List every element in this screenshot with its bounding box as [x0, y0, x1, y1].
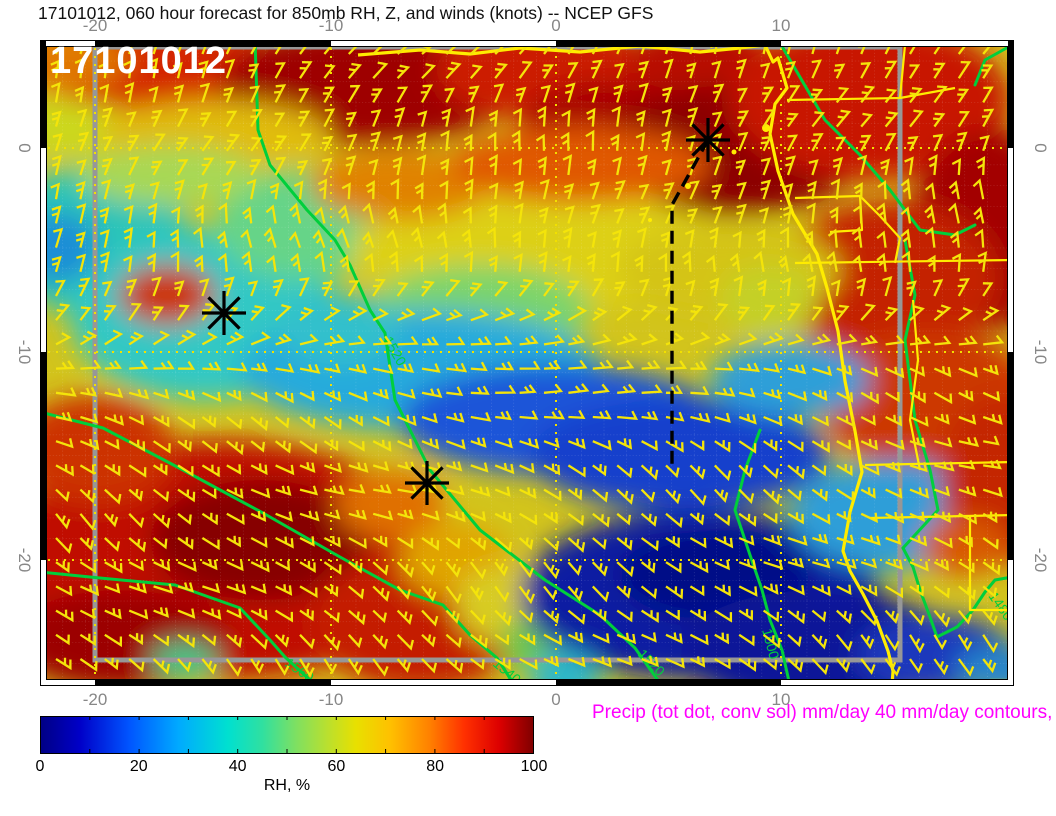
xtick-label: -20 — [82, 16, 108, 35]
cbtick-label: 60 — [327, 758, 346, 775]
asterisk-marker — [686, 118, 730, 162]
ytick-label: -20 — [1031, 547, 1050, 573]
timestamp-overlay: 17101012 — [50, 40, 228, 82]
country-border — [864, 460, 1014, 467]
asterisk-marker — [202, 291, 246, 335]
island — [685, 183, 691, 189]
ytick-label: -10 — [1031, 339, 1050, 365]
ytick-label: -20 — [15, 547, 34, 573]
country-border — [908, 299, 922, 471]
map-frame — [40, 40, 1014, 686]
island — [731, 149, 737, 155]
asterisk-marker — [405, 461, 449, 505]
plot-title: 17101012, 060 hour forecast for 850mb RH… — [38, 3, 654, 23]
precip-caption: Precip (tot dot, conv sol) mm/day 40 mm/… — [592, 702, 1053, 723]
colorbar-gradient — [40, 716, 534, 754]
colorbar: 0 20 40 60 80 100 RH, % — [36, 716, 547, 794]
markers-layer — [202, 118, 730, 505]
island — [648, 218, 652, 222]
xtick-label: -10 — [318, 690, 344, 709]
xtick-label: 0 — [551, 690, 561, 709]
xtick-label: 0 — [551, 16, 561, 35]
xtick-label: 10 — [771, 16, 791, 35]
country-border — [898, 44, 907, 99]
ytick-label: 0 — [15, 143, 34, 153]
country-border — [968, 515, 1013, 612]
cbtick-label: 0 — [35, 758, 45, 775]
ytick-label: -10 — [15, 339, 34, 365]
xtick-label: 10 — [771, 690, 791, 709]
cbtick-label: 80 — [426, 758, 445, 775]
ytick-label: 0 — [1031, 143, 1050, 153]
colorbar-label: RH, % — [263, 777, 311, 794]
cbtick-label: 100 — [520, 758, 548, 775]
cruise-track — [670, 139, 710, 465]
forecast-map: 1520 1520 1540 1560 1500 1480 17101012 -20 -10… — [15, 16, 1050, 709]
country-border — [859, 195, 902, 264]
xtick-label: -20 — [82, 690, 108, 709]
xtick-label: -10 — [318, 16, 344, 35]
cbtick-label: 20 — [129, 758, 148, 775]
cbtick-label: 40 — [228, 758, 247, 775]
